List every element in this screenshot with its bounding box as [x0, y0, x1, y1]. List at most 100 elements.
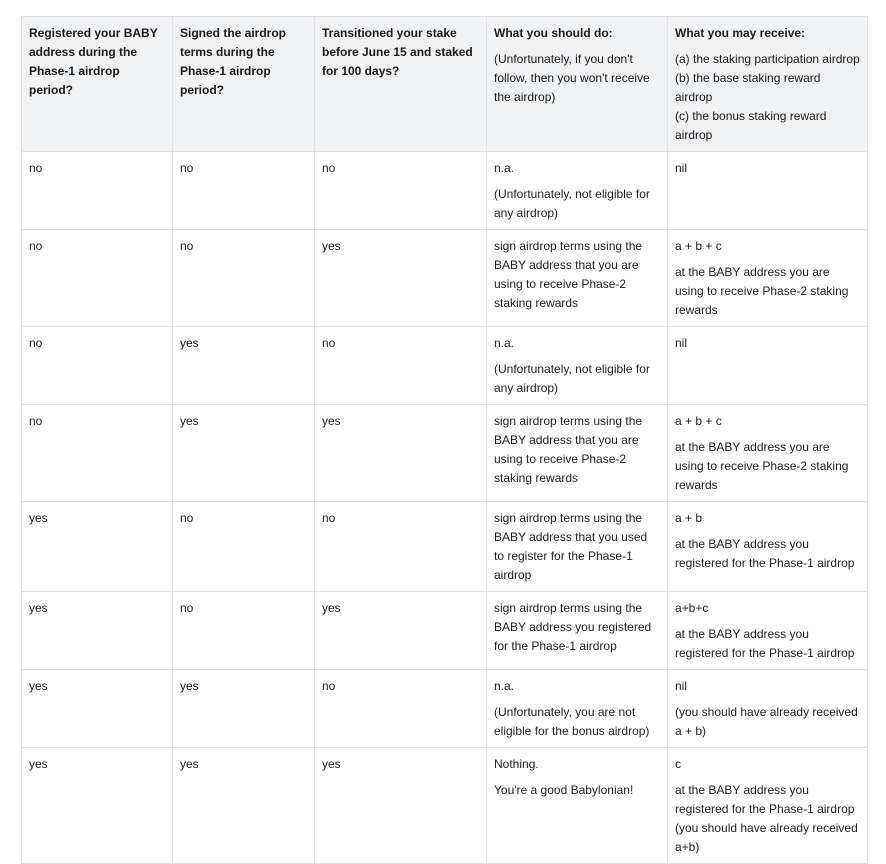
cell-paragraph: n.a.: [494, 334, 660, 353]
table-cell: n.a. (Unfortunately, not eligible for any…: [486, 326, 668, 405]
cell-paragraph: sign airdrop terms using the BABY addres…: [494, 237, 660, 313]
table-cell: no: [314, 151, 487, 230]
cell-paragraph: at the BABY address you registered for t…: [675, 781, 860, 857]
cell-text: (b) the base staking reward airdrop: [675, 71, 821, 104]
cell-paragraph: yes: [29, 599, 165, 618]
airdrop-eligibility-table: Registered your BABY address during the …: [21, 16, 868, 864]
cell-paragraph: n.a.: [494, 159, 660, 178]
cell-paragraph: no: [322, 159, 479, 178]
cell-text: sign airdrop terms using the BABY addres…: [494, 511, 648, 582]
cell-paragraph: (Unfortunately, you are not eligible for…: [494, 703, 660, 741]
cell-text: Signed the airdrop terms during the Phas…: [180, 26, 287, 97]
cell-paragraph: no: [180, 159, 307, 178]
cell-text: yes: [180, 336, 199, 350]
cell-paragraph: c: [675, 755, 860, 774]
cell-text: Nothing.: [494, 757, 539, 771]
cell-text: a + b + c: [675, 414, 722, 428]
cell-text: a+b+c: [675, 601, 709, 615]
cell-paragraph: (a) the staking participation airdrop (b)…: [675, 50, 860, 145]
cell-text: no: [29, 336, 43, 350]
table-row: no no yes sign airdrop terms using the BABY…: [21, 229, 868, 327]
column-header: Signed the airdrop terms during the Phas…: [172, 16, 315, 152]
cell-paragraph: yes: [180, 677, 307, 696]
cell-paragraph: at the BABY address you registered for t…: [675, 535, 860, 573]
cell-paragraph: sign airdrop terms using the BABY addres…: [494, 599, 660, 656]
cell-paragraph: at the BABY address you are using to rec…: [675, 438, 860, 495]
cell-paragraph: nil: [675, 677, 860, 696]
table-cell: no: [172, 501, 315, 592]
table-row: yes no yes sign airdrop terms using the BAB…: [21, 591, 868, 670]
table-cell: nil (you should have already received a +…: [667, 669, 868, 748]
table-header: Registered your BABY address during the …: [21, 16, 868, 152]
cell-paragraph: yes: [180, 755, 307, 774]
cell-paragraph: Transitioned your stake before June 15 a…: [322, 24, 479, 81]
cell-text: yes: [29, 679, 48, 693]
table-cell: yes: [21, 501, 173, 592]
cell-paragraph: no: [180, 509, 307, 528]
cell-paragraph: (Unfortunately, not eligible for any air…: [494, 185, 660, 223]
table-cell: no: [314, 501, 487, 592]
cell-paragraph: Registered your BABY address during the …: [29, 24, 165, 100]
cell-paragraph: What you should do:: [494, 24, 660, 43]
cell-text: What you may receive:: [675, 26, 806, 40]
cell-paragraph: at the BABY address you registered for t…: [675, 625, 860, 663]
cell-paragraph: no: [322, 677, 479, 696]
cell-paragraph: Nothing.: [494, 755, 660, 774]
cell-paragraph: no: [180, 599, 307, 618]
cell-paragraph: nil: [675, 334, 860, 353]
table-cell: Nothing. You're a good Babylonian!: [486, 747, 668, 864]
table-cell: yes: [21, 591, 173, 670]
table-cell: no: [314, 669, 487, 748]
cell-text: (you should have already received a+b): [675, 821, 858, 854]
table-cell: sign airdrop terms using the BABY addres…: [486, 591, 668, 670]
cell-paragraph: (you should have already received a + b): [675, 703, 860, 741]
table-body: no no no n.a. (Unfortunately, not eligible f…: [21, 151, 868, 864]
table-cell: yes: [314, 747, 487, 864]
cell-paragraph: Signed the airdrop terms during the Phas…: [180, 24, 307, 100]
cell-paragraph: yes: [322, 599, 479, 618]
cell-text: (c) the bonus staking reward airdrop: [675, 109, 827, 142]
table-cell: yes: [172, 326, 315, 405]
table-cell: nil: [667, 326, 868, 405]
column-header: Transitioned your stake before June 15 a…: [314, 16, 487, 152]
cell-text: nil: [675, 679, 688, 693]
cell-text: sign airdrop terms using the BABY addres…: [494, 414, 643, 485]
table-cell: nil: [667, 151, 868, 230]
cell-paragraph: a+b+c: [675, 599, 860, 618]
cell-text: a + b + c: [675, 239, 722, 253]
cell-paragraph: at the BABY address you are using to rec…: [675, 263, 860, 320]
cell-text: at the BABY address you registered for t…: [675, 627, 855, 660]
cell-text: at the BABY address you are using to rec…: [675, 265, 849, 317]
cell-text: no: [180, 601, 194, 615]
table-cell: c at the BABY address you registered for …: [667, 747, 868, 864]
cell-text: at the BABY address you registered for t…: [675, 537, 855, 570]
table-row: yes no no sign airdrop terms using the BABY…: [21, 501, 868, 592]
table-cell: yes: [172, 747, 315, 864]
table-cell: yes: [314, 229, 487, 327]
cell-paragraph: no: [322, 509, 479, 528]
cell-paragraph: a + b + c: [675, 412, 860, 431]
cell-paragraph: no: [322, 334, 479, 353]
table-cell: yes: [314, 591, 487, 670]
cell-text: (Unfortunately, you are not eligible for…: [494, 705, 650, 738]
cell-text: nil: [675, 161, 688, 175]
cell-paragraph: (Unfortunately, if you don't follow, the…: [494, 50, 660, 107]
cell-text: You're a good Babylonian!: [494, 783, 634, 797]
cell-text: yes: [29, 601, 48, 615]
cell-paragraph: sign airdrop terms using the BABY addres…: [494, 509, 660, 585]
table-cell: a+b+c at the BABY address you registered …: [667, 591, 868, 670]
table-cell: sign airdrop terms using the BABY addres…: [486, 501, 668, 592]
cell-paragraph: a + b + c: [675, 237, 860, 256]
table-cell: yes: [172, 669, 315, 748]
table-cell: a + b at the BABY address you registered …: [667, 501, 868, 592]
cell-paragraph: yes: [180, 412, 307, 431]
cell-text: yes: [322, 414, 341, 428]
table-cell: sign airdrop terms using the BABY addres…: [486, 229, 668, 327]
cell-text: (Unfortunately, if you don't follow, the…: [494, 52, 650, 104]
cell-text: no: [29, 161, 43, 175]
cell-text: (you should have already received a + b): [675, 705, 858, 738]
cell-text: no: [322, 679, 336, 693]
cell-paragraph: yes: [322, 755, 479, 774]
cell-text: yes: [29, 757, 48, 771]
cell-text: (Unfortunately, not eligible for any air…: [494, 187, 650, 220]
